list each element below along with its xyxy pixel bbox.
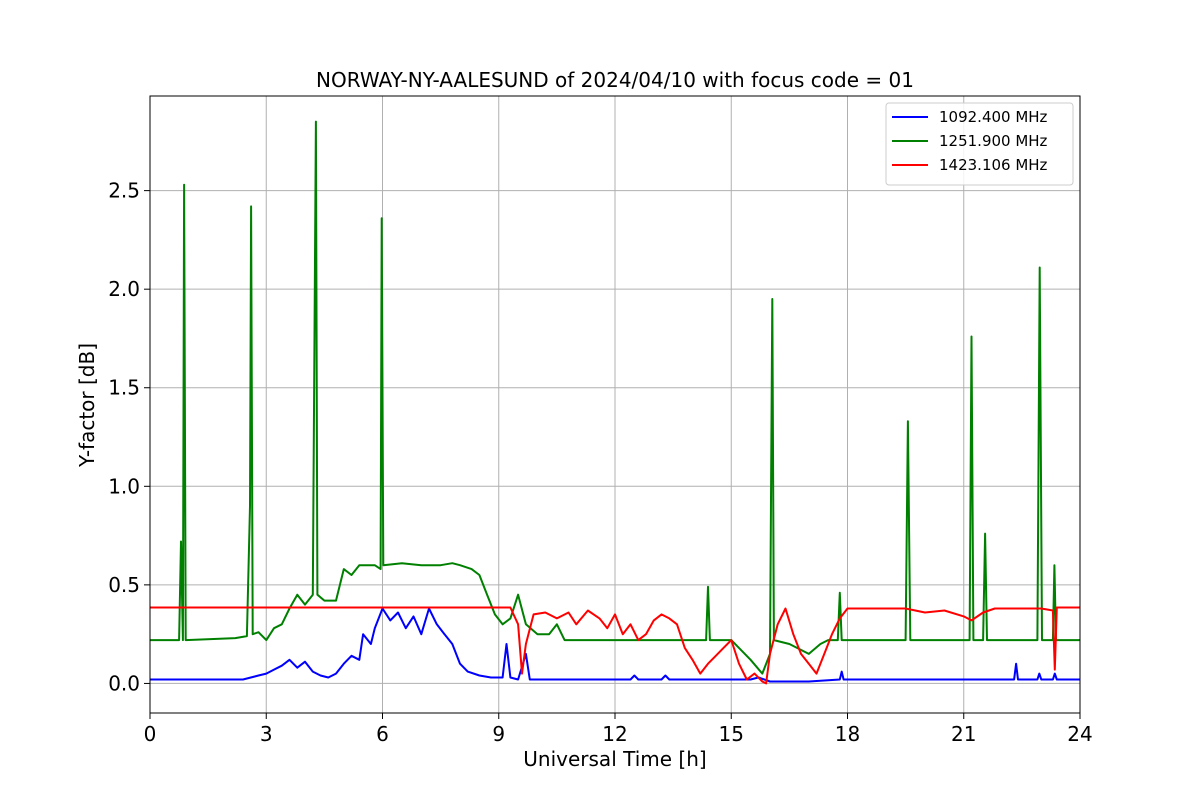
y-tick-label: 1.5 (108, 376, 140, 400)
x-tick-label: 15 (719, 722, 744, 746)
y-tick-label: 2.5 (108, 179, 140, 203)
x-tick-label: 0 (144, 722, 157, 746)
x-axis-label: Universal Time [h] (523, 747, 706, 771)
legend-entry-label: 1423.106 MHz (939, 156, 1048, 174)
x-tick-label: 18 (835, 722, 860, 746)
y-tick-label: 2.0 (108, 277, 140, 301)
x-tick-label: 9 (492, 722, 505, 746)
y-tick-label: 0.5 (108, 573, 140, 597)
series-line-1092-400-mhz (150, 607, 1080, 683)
y-tick-label: 0.0 (108, 671, 140, 695)
y-axis-label: Y-factor [dB] (75, 343, 99, 468)
x-tick-label: 24 (1067, 722, 1092, 746)
series-line-1423-106-mhz (150, 606, 1080, 685)
x-tick-label: 6 (376, 722, 389, 746)
chart-title: NORWAY-NY-AALESUND of 2024/04/10 with fo… (316, 68, 914, 92)
series-lines (150, 120, 1080, 685)
y-tick-label: 1.0 (108, 474, 140, 498)
x-tick-label: 12 (602, 722, 627, 746)
legend-box (885, 102, 1074, 186)
series-line-1251-900-mhz (150, 120, 1080, 675)
legend-entry-label: 1092.400 MHz (939, 108, 1048, 126)
x-tick-label: 21 (951, 722, 976, 746)
y-axis-ticks: 0.0 0.5 1.0 1.5 2.0 2.5 (108, 179, 150, 695)
x-tick-label: 3 (260, 722, 273, 746)
legend-entry-label: 1251.900 MHz (939, 132, 1048, 150)
legend: 1092.400 MHz 1251.900 MHz 1423.106 MHz (885, 102, 1074, 186)
x-axis-ticks: 0 3 6 9 12 15 18 21 24 (144, 713, 1093, 746)
